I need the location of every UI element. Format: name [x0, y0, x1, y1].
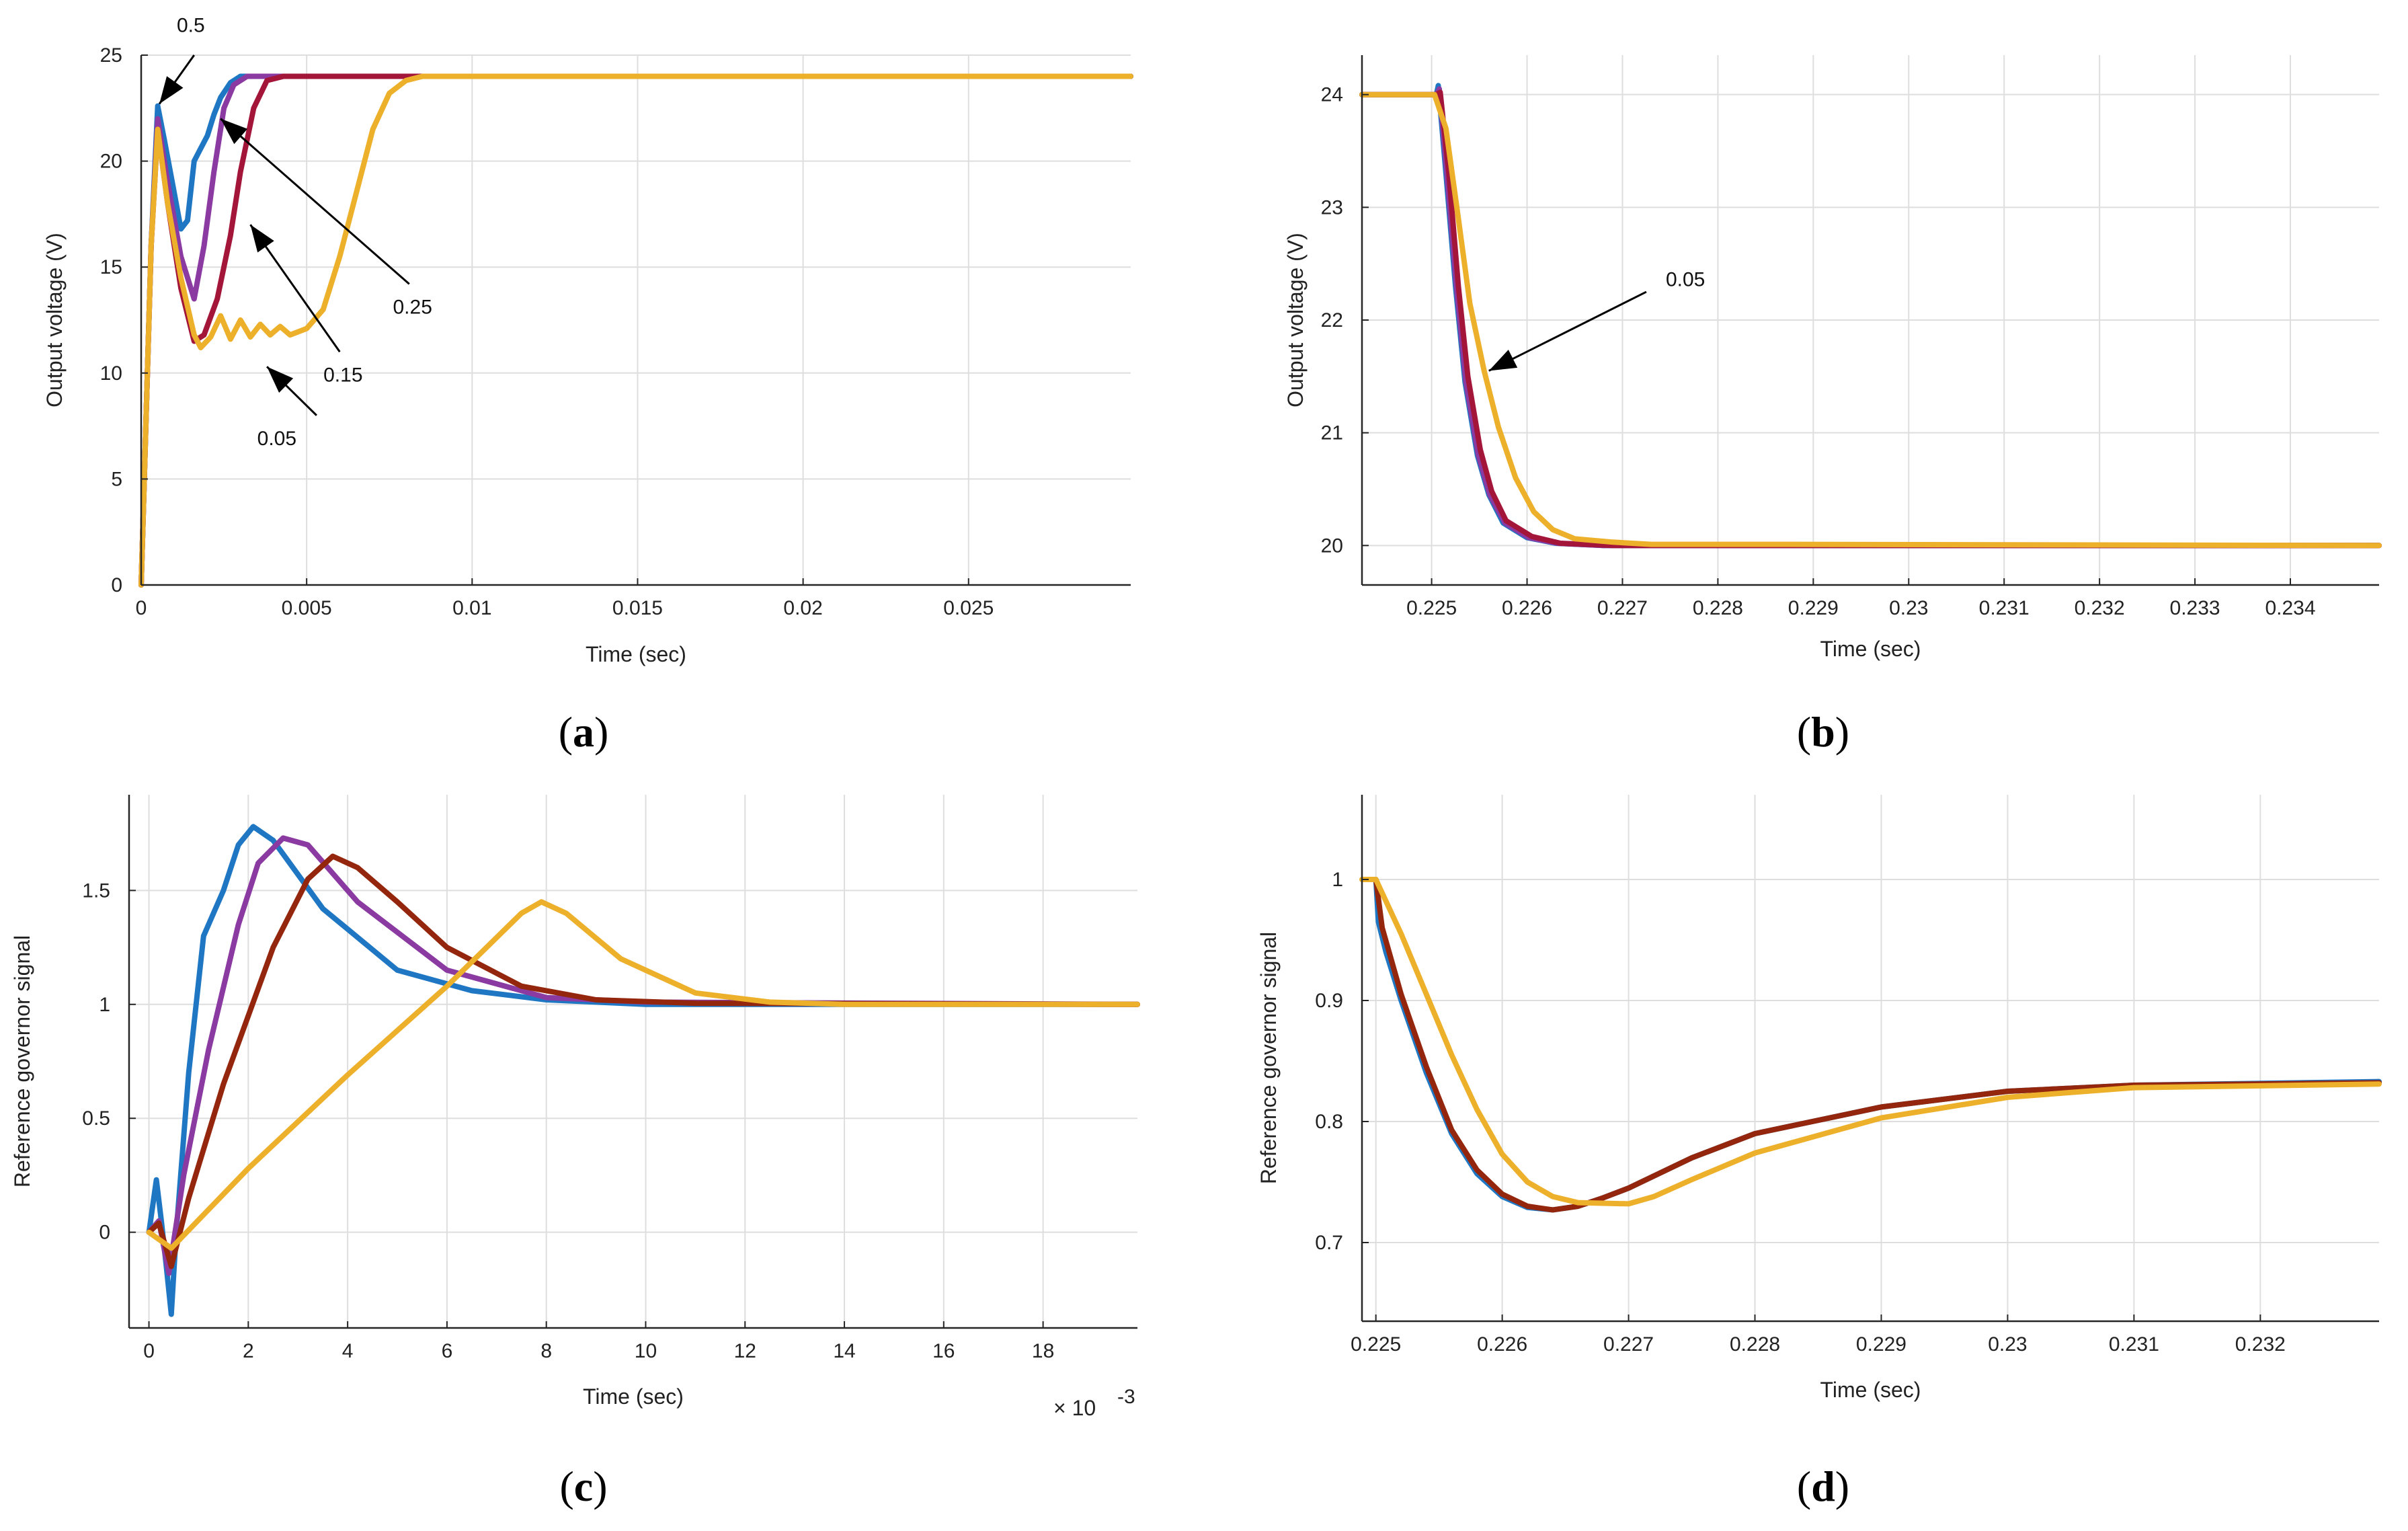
y-tick-label: 0.9: [1315, 990, 1343, 1012]
x-tick-label: 0.229: [1856, 1333, 1907, 1356]
y-tick-label: 0: [111, 574, 122, 596]
panel-caption-letter: a: [573, 708, 594, 756]
x-tick-label: 0.005: [282, 597, 332, 619]
panel-caption: (a): [559, 708, 609, 756]
x-tick-label: 6: [442, 1340, 453, 1362]
x-tick-label: 12: [734, 1340, 756, 1362]
annotation-label: 0.25: [393, 297, 432, 319]
x-tick-label: 8: [540, 1340, 552, 1362]
y-tick-label: 20: [1321, 535, 1343, 557]
x-tick-label: 4: [342, 1340, 354, 1362]
series-line-0_05: [1359, 91, 2382, 549]
y-tick-label: 1.5: [82, 879, 110, 902]
y-tick-label: 0.8: [1315, 1111, 1343, 1133]
y-tick-label: 1: [1332, 869, 1343, 891]
annotation-label: 0.05: [257, 428, 296, 450]
x-tick-label: 0.233: [2170, 597, 2220, 619]
panel-caption: (b): [1797, 708, 1849, 756]
x-tick-label: 2: [243, 1340, 254, 1362]
x-tick-label: 18: [1032, 1340, 1054, 1362]
x-tick-label: 16: [932, 1340, 955, 1362]
x-tick-label: 0.232: [2235, 1333, 2286, 1356]
x-tick-label: 0: [143, 1340, 155, 1362]
y-axis-label: Output voltage (V): [42, 233, 67, 407]
panel-c-reference-governor-chart: 0 2 4 6 8 10 12 14 16 18 0 0.5 1 1.5 Time (sec) Referen…: [10, 795, 1140, 1510]
annotation-arrowhead: [220, 118, 248, 145]
y-tick-label: 0: [99, 1222, 110, 1244]
x-tick-label: 0.228: [1693, 597, 1743, 619]
x-tick-label: 0.02: [783, 597, 822, 619]
series-line-0_25: [138, 73, 1133, 588]
y-tick-label: 0.7: [1315, 1232, 1343, 1254]
y-tick-label: 20: [100, 151, 122, 173]
series-line-darkred: [146, 853, 1140, 1269]
y-tick-label: 21: [1321, 422, 1343, 444]
panel-d-reference-governor-zoom-chart: 0.225 0.226 0.227 0.228 0.229 0.23 0.231 0.232 0…: [1256, 795, 2382, 1510]
y-axis-label: Reference governor signal: [10, 935, 34, 1187]
y-tick-label: 10: [100, 362, 122, 385]
annotation-arrowhead: [267, 366, 294, 393]
x-axis-label: Time (sec): [583, 1384, 684, 1409]
y-tick-label: 23: [1321, 196, 1343, 219]
annotation-arrowhead: [159, 76, 184, 104]
series-line-0_05: [138, 73, 1133, 588]
x-tick-label: 0.231: [2109, 1333, 2159, 1356]
x-tick-label: 0.227: [1603, 1333, 1654, 1356]
x-tick-label: 0.025: [943, 597, 994, 619]
y-axis-label: Reference governor signal: [1256, 932, 1281, 1184]
y-tick-label: 22: [1321, 309, 1343, 331]
x-tick-label: 0.232: [2075, 597, 2125, 619]
x-tick-label: 0.225: [1406, 597, 1457, 619]
x-axis-multiplier: × 10: [1053, 1396, 1096, 1420]
x-tick-label: 0.228: [1730, 1333, 1780, 1356]
x-tick-label: 0.225: [1351, 1333, 1401, 1356]
annotation-label: 0.15: [323, 364, 362, 386]
series-line-darkred: [1373, 877, 2382, 1213]
series-line-blue: [1373, 877, 2382, 1213]
x-tick-label: 0.231: [1979, 597, 2030, 619]
series-line-yellow: [1359, 877, 2382, 1207]
x-tick-label: 0.234: [2265, 597, 2315, 619]
annotation-label: 0.05: [1666, 269, 1705, 291]
x-tick-label: 10: [635, 1340, 657, 1362]
x-axis-label: Time (sec): [1820, 1378, 1921, 1402]
x-tick-label: 0.23: [1988, 1333, 2027, 1356]
panel-a-output-voltage-chart: 0 0.005 0.01 0.015 0.02 0.025 0 5 10 15 20 25 Time (…: [42, 14, 1133, 756]
x-tick-label: 0.227: [1597, 597, 1648, 619]
x-tick-label: 0.226: [1502, 597, 1552, 619]
annotation-arrow: [220, 118, 410, 285]
x-axis-label: Time (sec): [1820, 637, 1921, 661]
y-tick-label: 1: [99, 994, 110, 1016]
panel-caption-letter: b: [1811, 708, 1835, 756]
panel-caption: (c): [559, 1462, 607, 1510]
y-tick-label: 5: [111, 468, 122, 490]
y-tick-label: 25: [100, 44, 122, 67]
series-line-0_5: [138, 73, 1133, 588]
x-tick-label: 0.23: [1889, 597, 1928, 619]
series-line-red: [1359, 89, 2382, 549]
annotation-label: 0.5: [177, 14, 205, 36]
annotation-arrowhead: [1488, 350, 1518, 371]
x-axis-label: Time (sec): [586, 642, 686, 666]
series-line-yellow: [146, 899, 1140, 1251]
x-tick-label: 0.226: [1477, 1333, 1527, 1356]
y-axis-label: Output voltage (V): [1283, 233, 1308, 407]
panel-caption: (d): [1797, 1462, 1849, 1510]
panel-caption-letter: c: [574, 1462, 593, 1510]
series-line-0_15: [138, 73, 1133, 588]
panel-caption-letter: d: [1811, 1462, 1835, 1510]
x-tick-label: 0.229: [1788, 597, 1839, 619]
y-tick-label: 0.5: [82, 1107, 110, 1130]
annotation-arrowhead: [250, 225, 274, 253]
x-axis-multiplier-exponent: -3: [1117, 1386, 1135, 1408]
y-tick-label: 24: [1321, 84, 1343, 106]
x-tick-label: 0.01: [452, 597, 491, 619]
y-tick-label: 15: [100, 256, 122, 278]
x-tick-label: 14: [833, 1340, 855, 1362]
x-tick-label: 0.015: [612, 597, 663, 619]
x-tick-label: 0: [136, 597, 147, 619]
panel-b-output-voltage-zoom-chart: 0.225 0.226 0.227 0.228 0.229 0.23 0.231 0.232 0…: [1283, 55, 2382, 756]
annotation-arrow: [1488, 290, 1647, 372]
